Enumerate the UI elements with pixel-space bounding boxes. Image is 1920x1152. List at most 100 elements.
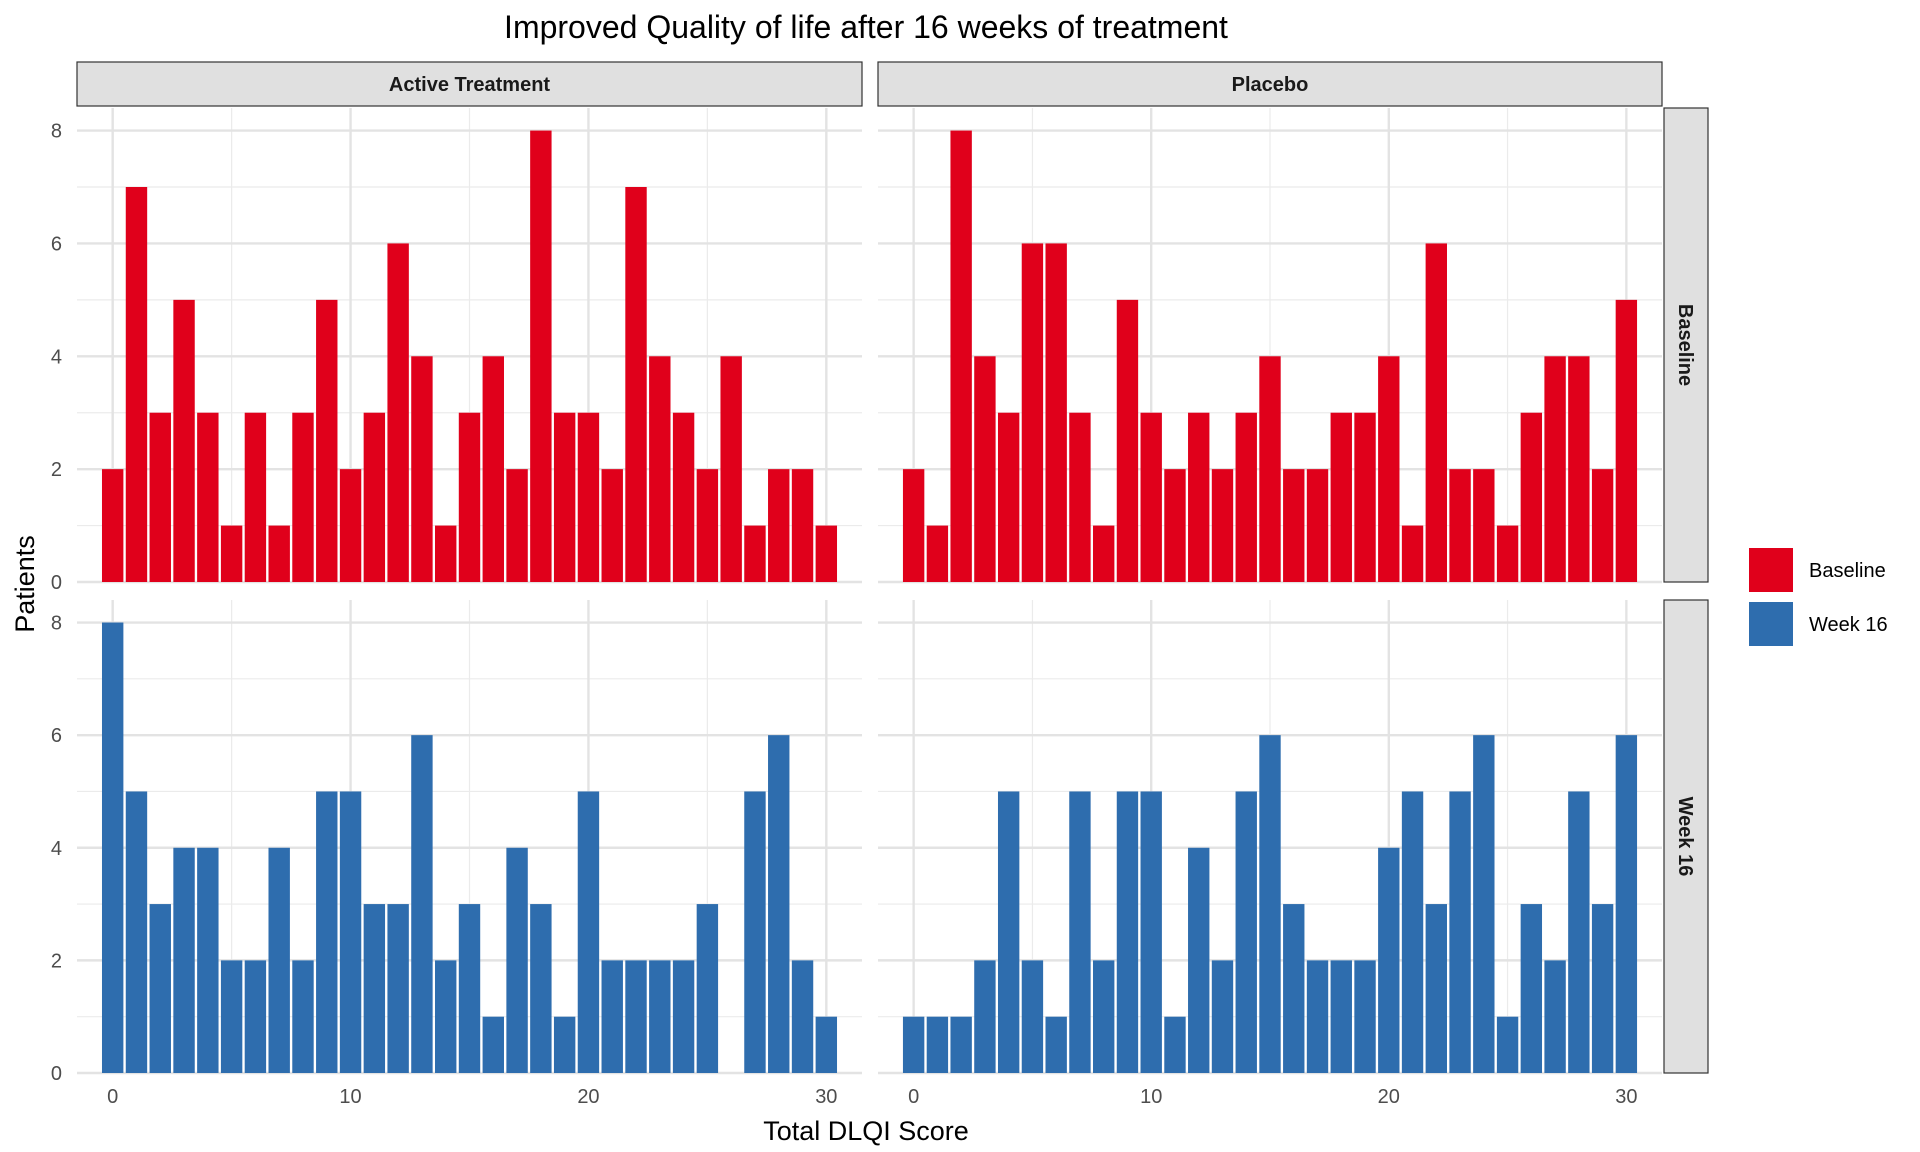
bar xyxy=(530,904,552,1073)
bar xyxy=(974,356,996,582)
x-tick-label: 10 xyxy=(339,1086,361,1108)
bar xyxy=(1235,791,1257,1073)
bar xyxy=(1283,904,1305,1073)
x-tick-label: 30 xyxy=(1615,1086,1637,1108)
bar xyxy=(553,1016,576,1073)
bar xyxy=(1378,356,1400,582)
bar xyxy=(506,847,528,1073)
bar xyxy=(363,412,386,582)
bar xyxy=(506,469,528,582)
legend: Baseline Week 16 xyxy=(1749,548,1888,646)
bar xyxy=(197,412,219,582)
bar xyxy=(997,412,1020,582)
bar xyxy=(974,960,996,1073)
y-tick-label: 6 xyxy=(51,725,62,747)
bar xyxy=(1140,412,1162,582)
bar xyxy=(1021,960,1044,1073)
bar xyxy=(1116,791,1139,1073)
legend-label: Baseline xyxy=(1809,560,1886,582)
x-tick-label: 20 xyxy=(577,1086,599,1108)
bar xyxy=(1188,412,1210,582)
bar xyxy=(101,469,124,582)
bar xyxy=(1425,904,1447,1073)
bar xyxy=(244,412,267,582)
facet-panel: 0 10 20 30 xyxy=(878,600,1662,1108)
bar xyxy=(149,904,171,1073)
bar xyxy=(1330,960,1352,1073)
bar xyxy=(926,1016,949,1073)
bar xyxy=(649,960,671,1073)
bar xyxy=(1164,1016,1186,1073)
bar xyxy=(1615,299,1638,582)
bar xyxy=(1164,469,1186,582)
x-tick-label: 0 xyxy=(908,1086,919,1108)
bar xyxy=(1449,469,1471,582)
facet-panel: 0 2 4 6 8 0 10 20 30 xyxy=(51,600,862,1108)
bar xyxy=(672,412,695,582)
bar xyxy=(149,412,171,582)
bar xyxy=(1615,735,1638,1073)
bar xyxy=(1211,960,1234,1073)
column-strip-label: Active Treatment xyxy=(389,74,551,96)
bar xyxy=(1021,243,1044,582)
x-tick-label: 0 xyxy=(107,1086,118,1108)
bar xyxy=(220,960,243,1073)
bar xyxy=(1544,960,1566,1073)
bar xyxy=(720,356,742,582)
bar xyxy=(1354,960,1376,1073)
bar xyxy=(791,960,814,1073)
y-axis-title: Patients xyxy=(10,535,40,633)
y-tick-label: 2 xyxy=(51,950,62,972)
x-tick-label: 30 xyxy=(815,1086,837,1108)
bar xyxy=(173,299,195,582)
bar xyxy=(601,960,623,1073)
bar xyxy=(625,960,647,1073)
bar xyxy=(1520,412,1543,582)
bar xyxy=(268,525,290,582)
bar xyxy=(577,412,600,582)
bar xyxy=(268,847,290,1073)
bar xyxy=(316,791,338,1073)
bar xyxy=(1473,735,1495,1073)
bar xyxy=(902,1016,925,1073)
y-tick-label: 8 xyxy=(51,613,62,635)
y-tick-label: 0 xyxy=(51,572,62,594)
bar xyxy=(482,1016,504,1073)
bar xyxy=(1591,904,1614,1073)
bar xyxy=(672,960,695,1073)
bar xyxy=(601,469,623,582)
bar xyxy=(696,469,719,582)
bar xyxy=(363,904,386,1073)
bar xyxy=(197,847,219,1073)
chart-title: Improved Quality of life after 16 weeks … xyxy=(504,9,1228,45)
bar xyxy=(768,735,790,1073)
bar xyxy=(625,187,647,582)
bar xyxy=(339,469,362,582)
bar xyxy=(1401,525,1424,582)
bar xyxy=(744,791,766,1073)
bar xyxy=(1140,791,1162,1073)
bar xyxy=(458,412,481,582)
bar xyxy=(173,847,195,1073)
bar xyxy=(1211,469,1234,582)
bar xyxy=(553,412,576,582)
legend-swatch xyxy=(1749,548,1793,592)
bar xyxy=(1188,847,1210,1073)
bar xyxy=(1544,356,1566,582)
bar xyxy=(220,525,243,582)
bar xyxy=(696,904,719,1073)
row-strip xyxy=(1663,599,1709,1074)
bar xyxy=(950,1016,972,1073)
bar xyxy=(292,960,314,1073)
x-axis-title: Total DLQI Score xyxy=(763,1116,969,1146)
bar xyxy=(411,356,433,582)
bar xyxy=(791,469,814,582)
bar xyxy=(244,960,267,1073)
bar xyxy=(744,525,766,582)
bar xyxy=(577,791,600,1073)
bar xyxy=(1520,904,1543,1073)
bar xyxy=(997,791,1020,1073)
bar xyxy=(387,904,409,1073)
y-tick-label: 4 xyxy=(51,838,62,860)
facet-panel xyxy=(878,108,1662,584)
